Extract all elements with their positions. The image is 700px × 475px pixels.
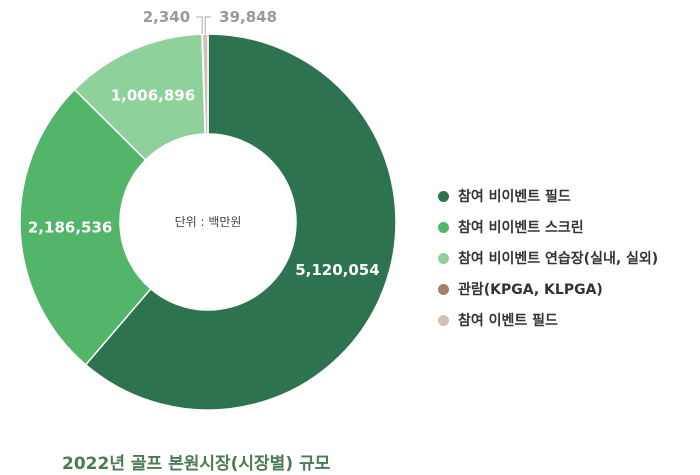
- value-label-field: 5,120,054: [295, 261, 379, 279]
- legend-swatch: [438, 190, 449, 202]
- value-label-screen: 2,186,536: [28, 219, 112, 237]
- legend-item-viewing: 관람(KPGA, KLPGA): [438, 279, 658, 299]
- legend-swatch: [438, 283, 449, 295]
- legend-label: 참여 비이벤트 연습장(실내, 실외): [458, 251, 659, 267]
- legend-label: 참여 이벤트 필드: [458, 313, 558, 329]
- value-label-viewing: 2,340: [143, 8, 190, 26]
- value-label-event-field: 39,848: [219, 8, 277, 26]
- chart-title: 2022년 골프 본원시장(시장별) 규모: [62, 454, 331, 474]
- legend-item-screen: 참여 비이벤트 스크린: [438, 217, 658, 237]
- legend-swatch: [438, 252, 449, 264]
- legend-label: 참여 비이벤트 필드: [458, 189, 571, 205]
- legend-item-field: 참여 비이벤트 필드: [438, 186, 658, 206]
- legend-item-event-field: 참여 이벤트 필드: [438, 310, 658, 330]
- legend-label: 참여 비이벤트 스크린: [458, 220, 584, 236]
- slice-field: [84, 33, 397, 411]
- legend-swatch: [438, 314, 449, 326]
- value-label-range: 1,006,896: [111, 86, 195, 104]
- legend-label: 관람(KPGA, KLPGA): [458, 282, 603, 298]
- unit-label: 단위 : 백만원: [175, 215, 242, 229]
- donut-hole: [120, 134, 296, 310]
- leader-line-event-field: [204, 16, 212, 35]
- leader-line-viewing: [196, 16, 203, 35]
- legend-swatch: [438, 221, 449, 233]
- legend-item-range: 참여 비이벤트 연습장(실내, 실외): [438, 248, 658, 268]
